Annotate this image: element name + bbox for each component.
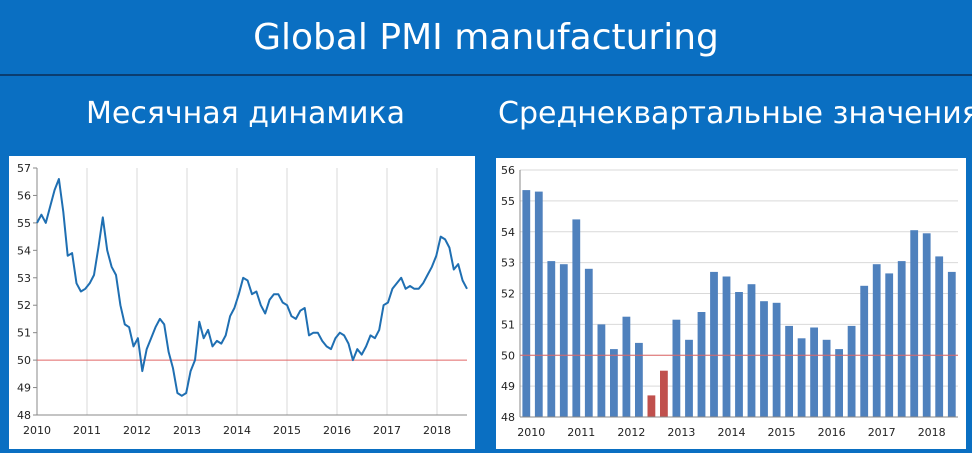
x-tick-label: 2017 <box>373 424 401 437</box>
quarterly-chart-panel: 48 49 50 51 52 53 54 55 56 2010 2011 2012 2013 2014 20… <box>496 158 966 449</box>
y-tick-label: 50 <box>501 349 515 362</box>
page-title: Global PMI manufacturing <box>253 16 719 58</box>
quarter-bar <box>522 190 531 417</box>
quarter-bar <box>622 316 631 417</box>
y-tick-label: 54 <box>501 226 515 239</box>
quarter-bar <box>897 261 906 417</box>
x-tick-label: 2011 <box>567 426 595 439</box>
quarter-bar <box>559 264 568 417</box>
y-tick-label: 55 <box>501 195 515 208</box>
y-tick-label: 55 <box>17 217 31 230</box>
y-tick-label: 51 <box>17 327 31 340</box>
y-tick-label: 54 <box>17 244 31 257</box>
quarter-bar <box>547 261 556 417</box>
y-tick-label: 56 <box>17 189 31 202</box>
quarter-bar <box>685 339 693 417</box>
title-divider <box>0 74 972 76</box>
y-tick-label: 53 <box>501 257 515 270</box>
quarter-bar <box>860 285 869 417</box>
monthly-chart-panel: 2010 2011 2012 2013 2014 2015 2016 2017 2018 48 49… <box>9 156 475 449</box>
x-tick-label: 2018 <box>423 424 451 437</box>
quarter-bar <box>672 319 681 417</box>
x-tick-label: 2012 <box>123 424 151 437</box>
quarter-bar <box>835 349 843 417</box>
y-tick-label: 51 <box>501 318 515 331</box>
x-tick-label: 2014 <box>223 424 251 437</box>
quarter-bar <box>572 219 581 417</box>
x-tick-label: 2013 <box>667 426 695 439</box>
quarter-bar <box>947 271 956 417</box>
y-tick-label: 50 <box>17 354 31 367</box>
quarter-bar <box>785 325 793 417</box>
quarter-bar <box>910 230 919 417</box>
quarter-bar <box>610 349 618 417</box>
y-tick-label: 49 <box>17 382 31 395</box>
quarter-bar <box>747 284 756 417</box>
x-tick-label: 2017 <box>868 426 896 439</box>
quarter-bar <box>647 395 656 417</box>
quarter-bar <box>872 264 881 417</box>
quarter-bar <box>847 325 856 417</box>
quarter-bar <box>660 370 668 417</box>
quarter-bar <box>822 339 831 417</box>
y-tick-label: 48 <box>17 409 31 422</box>
x-tick-label: 2013 <box>173 424 201 437</box>
quarter-bar <box>772 302 781 417</box>
quarter-bar <box>722 276 731 417</box>
pmi-monthly-line <box>36 178 468 397</box>
quarter-bar <box>810 327 818 417</box>
quarter-bar <box>935 256 944 417</box>
quarter-bar <box>710 271 718 417</box>
quarter-bar <box>584 268 593 417</box>
quarter-bar <box>635 342 643 417</box>
quarter-bar <box>922 233 931 417</box>
monthly-line-chart: 2010 2011 2012 2013 2014 2015 2016 2017 2018 48 49… <box>17 162 468 437</box>
quarter-bar <box>697 312 706 417</box>
y-tick-label: 53 <box>17 272 31 285</box>
quarterly-bar-chart: 48 49 50 51 52 53 54 55 56 2010 2011 2012 2013 2014 20… <box>501 164 958 439</box>
x-tick-label: 2016 <box>818 426 846 439</box>
x-tick-label: 2010 <box>517 426 545 439</box>
quarter-bar <box>797 338 806 417</box>
quarter-bar <box>885 273 894 417</box>
quarter-bar <box>735 292 743 417</box>
quarter-bar <box>534 191 543 417</box>
right-chart-subtitle: Среднеквартальные значения <box>498 96 972 131</box>
y-tick-label: 56 <box>501 164 515 177</box>
y-tick-label: 48 <box>501 411 515 424</box>
y-tick-label: 52 <box>17 299 31 312</box>
y-tick-label: 52 <box>501 288 515 301</box>
x-tick-label: 2015 <box>768 426 796 439</box>
x-tick-label: 2011 <box>73 424 101 437</box>
x-tick-label: 2015 <box>273 424 301 437</box>
x-tick-label: 2014 <box>718 426 746 439</box>
x-tick-label: 2010 <box>23 424 51 437</box>
x-tick-label: 2018 <box>918 426 946 439</box>
y-tick-label: 49 <box>501 380 515 393</box>
quarter-bar <box>597 324 606 417</box>
x-tick-label: 2012 <box>617 426 645 439</box>
quarter-bar <box>760 301 768 417</box>
y-tick-label: 57 <box>17 162 31 175</box>
left-chart-subtitle: Месячная динамика <box>86 96 406 131</box>
x-tick-label: 2016 <box>323 424 351 437</box>
